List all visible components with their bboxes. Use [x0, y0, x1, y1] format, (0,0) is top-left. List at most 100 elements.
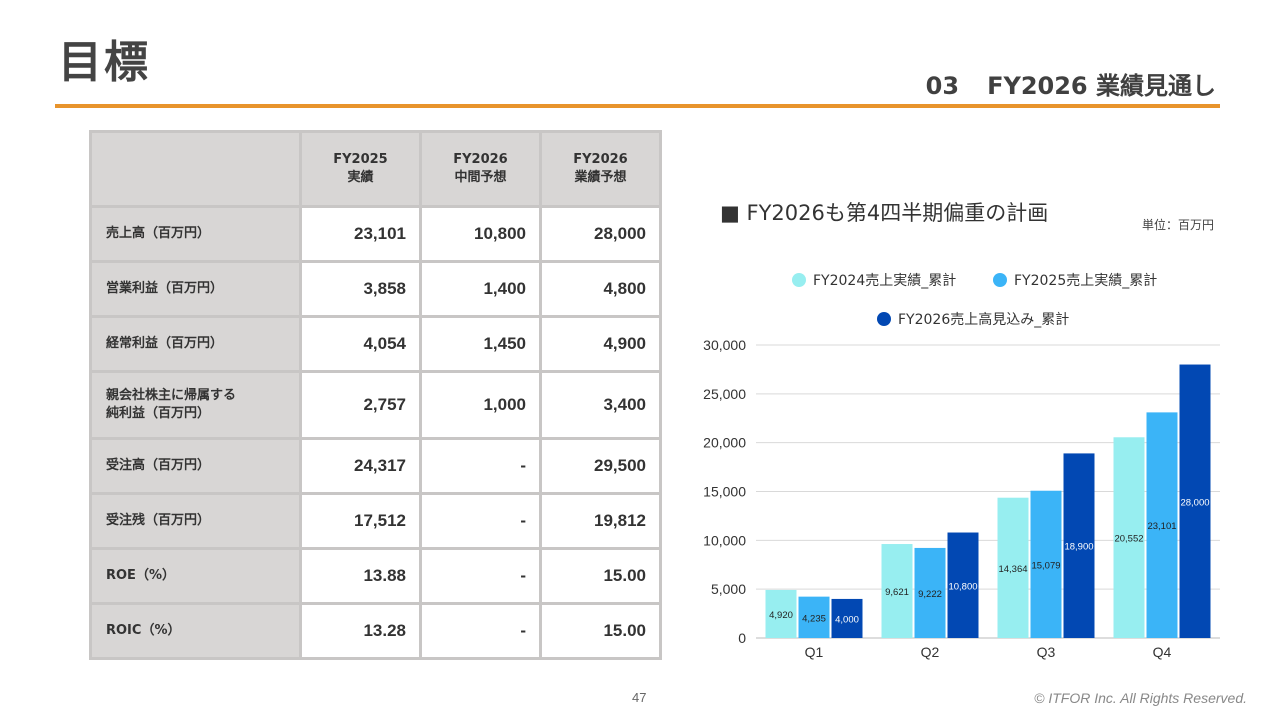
col-header-fy2026-forecast: FY2026 業績予想	[539, 130, 662, 208]
table-row: 営業利益（百万円） 3,858 1,400 4,800	[89, 260, 662, 318]
y-tick-label: 20,000	[703, 435, 746, 451]
page-number: 47	[632, 690, 647, 705]
table-cell: 23,101	[299, 205, 422, 263]
bar	[798, 596, 830, 638]
col-header-line: FY2026	[453, 152, 508, 167]
bar	[914, 547, 946, 638]
section-title: FY2026 業績見通し	[987, 72, 1216, 100]
table-cell: 29,500	[539, 437, 662, 495]
x-tick-label: Q1	[805, 644, 824, 660]
table-cell: 15.00	[539, 602, 662, 660]
bar	[1063, 453, 1095, 638]
table-cell: 3,858	[299, 260, 422, 318]
row-label-text: 売上高（百万円）	[106, 226, 211, 241]
table-cell: 15.00	[539, 547, 662, 605]
bar-data-label: 14,364	[998, 564, 1027, 575]
row-label: 経常利益（百万円）	[89, 315, 302, 373]
row-label-text: 純利益（百万円）	[106, 406, 211, 421]
section-heading: 03 FY2026 業績見通し	[926, 66, 1216, 101]
copyright-notice: © ITFOR Inc. All Rights Reserved.	[1034, 690, 1247, 706]
bar-data-label: 20,552	[1114, 534, 1143, 545]
x-tick-label: Q3	[1037, 644, 1056, 660]
bar-data-label: 4,235	[802, 613, 826, 624]
row-label: ROE（%）	[89, 547, 302, 605]
row-label: ROIC（%）	[89, 602, 302, 660]
y-tick-label: 10,000	[703, 532, 746, 548]
bar-data-label: 23,101	[1147, 521, 1176, 532]
table-cell: 4,054	[299, 315, 422, 373]
section-number: 03	[925, 72, 960, 100]
table-cell: -	[419, 547, 542, 605]
row-label: 営業利益（百万円）	[89, 260, 302, 318]
table-row: 売上高（百万円） 23,101 10,800 28,000	[89, 205, 662, 263]
bar-data-label: 9,621	[885, 587, 909, 598]
unit-label: 単位：百万円	[1142, 218, 1215, 232]
bar	[1146, 412, 1178, 638]
legend-item-fy2025: FY2025売上実績_累計	[993, 270, 1157, 290]
col-header-line: FY2025	[333, 152, 388, 167]
table-cell: 19,812	[539, 492, 662, 550]
bar	[997, 497, 1029, 638]
table-header-row: FY2025 実績 FY2026 中間予想 FY2026 業績予想	[89, 130, 662, 208]
bar-data-label: 4,000	[835, 614, 859, 625]
bar	[765, 589, 797, 638]
row-label-text: 受注残（百万円）	[106, 513, 211, 528]
row-label-text: 営業利益（百万円）	[106, 281, 224, 296]
y-tick-label: 5,000	[711, 581, 746, 597]
bar-data-label: 4,920	[769, 610, 793, 621]
table-row: 受注高（百万円） 24,317 - 29,500	[89, 437, 662, 495]
table-cell: 13.88	[299, 547, 422, 605]
table-row: 受注残（百万円） 17,512 - 19,812	[89, 492, 662, 550]
legend-swatch	[877, 312, 891, 326]
y-tick-label: 15,000	[703, 484, 746, 500]
table-row: 親会社株主に帰属する 純利益（百万円） 2,757 1,000 3,400	[89, 370, 662, 440]
table-row: 経常利益（百万円） 4,054 1,450 4,900	[89, 315, 662, 373]
col-header-line: 実績	[347, 170, 374, 185]
bar-data-label: 15,079	[1031, 560, 1060, 571]
col-header-fy2026-interim: FY2026 中間予想	[419, 130, 542, 208]
forecast-table: FY2025 実績 FY2026 中間予想 FY2026 業績予想 売上高（百万…	[89, 130, 662, 660]
legend-item-fy2024: FY2024売上実績_累計	[792, 270, 956, 290]
table-cell: 13.28	[299, 602, 422, 660]
table-cell: 28,000	[539, 205, 662, 263]
table-cell: 17,512	[299, 492, 422, 550]
row-label: 親会社株主に帰属する 純利益（百万円）	[89, 370, 302, 440]
bar	[881, 544, 913, 638]
legend-swatch	[792, 273, 806, 287]
table-row: ROIC（%） 13.28 - 15.00	[89, 602, 662, 660]
row-label: 受注高（百万円）	[89, 437, 302, 495]
page-title: 目標	[58, 37, 150, 88]
row-label-text: ROE（%）	[106, 568, 175, 583]
table-cell: -	[419, 602, 542, 660]
table-cell: 24,317	[299, 437, 422, 495]
table-cell: 2,757	[299, 370, 422, 440]
col-header-line: 業績予想	[574, 170, 627, 185]
legend-item-fy2026: FY2026売上高見込み_累計	[877, 309, 1069, 329]
bar	[1113, 437, 1145, 638]
bar	[947, 532, 979, 638]
row-label: 売上高（百万円）	[89, 205, 302, 263]
y-tick-label: 30,000	[703, 337, 746, 353]
table-cell: 1,000	[419, 370, 542, 440]
legend-label: FY2026売上高見込み_累計	[898, 312, 1070, 328]
bar-data-label: 10,800	[948, 581, 977, 592]
table-cell: 3,400	[539, 370, 662, 440]
table-corner-cell	[89, 130, 302, 208]
y-tick-label: 25,000	[703, 386, 746, 402]
col-header-line: FY2026	[573, 152, 628, 167]
header-divider	[55, 104, 1220, 108]
bar	[1030, 490, 1062, 638]
bar-data-label: 9,222	[918, 589, 942, 600]
table-cell: -	[419, 437, 542, 495]
row-label-text: 受注高（百万円）	[106, 458, 211, 473]
table-cell: 10,800	[419, 205, 542, 263]
y-tick-label: 0	[738, 630, 746, 646]
cumulative-sales-bar-chart: 0 5,000 10,000 15,000 20,000 25,000 30,000 4,92…	[703, 337, 1220, 660]
row-label-text: ROIC（%）	[106, 623, 181, 638]
bar	[1179, 364, 1211, 638]
col-header-line: 中間予想	[454, 170, 507, 185]
table-row: ROE（%） 13.88 - 15.00	[89, 547, 662, 605]
bar-data-label: 18,900	[1064, 542, 1093, 553]
row-label-text: 親会社株主に帰属する	[106, 388, 237, 403]
table-cell: 1,400	[419, 260, 542, 318]
